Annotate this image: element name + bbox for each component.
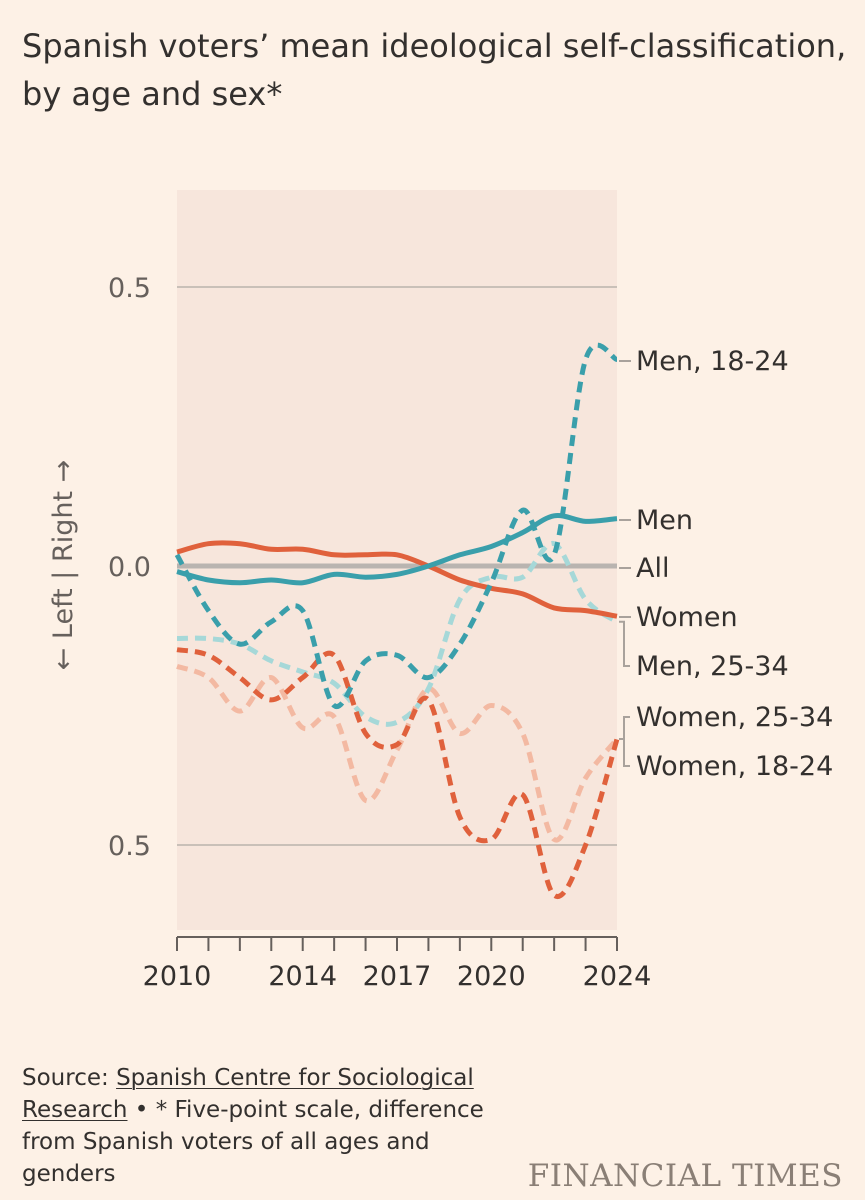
y-tick-label: 0.0: [108, 552, 151, 583]
ft-logo: FINANCIAL TIMES: [527, 1158, 843, 1194]
series-label: Women, 25-34: [636, 702, 833, 733]
y-axis-label: ← Left | Right →: [48, 460, 79, 671]
series-line-women-18-24: [176, 647, 620, 900]
label-bracket: [619, 716, 630, 740]
x-tick-label: 2020: [457, 961, 526, 992]
series-line-women-25-34: [176, 664, 619, 843]
x-tick-label: 2010: [143, 961, 212, 992]
footnote: • * Five-point scale, difference from Sp…: [22, 1097, 484, 1187]
source-link[interactable]: Spanish Centre for Sociological Research: [22, 1065, 474, 1123]
source-note: Source: Spanish Centre for Sociological R…: [22, 1062, 502, 1190]
y-tick-label: 0.5: [108, 273, 151, 304]
x-tick-label: 2024: [583, 961, 652, 992]
label-bracket: [619, 620, 630, 667]
source-prefix: Source:: [22, 1065, 117, 1091]
series-line-men-18-24: [174, 342, 619, 709]
y-tick-label: 0.5: [108, 831, 151, 862]
series-label: Men, 18-24: [636, 346, 789, 377]
x-tick-label: 2014: [268, 961, 337, 992]
chart-title: Spanish voters’ mean ideological self-cl…: [22, 27, 847, 113]
series-label: Women: [636, 602, 738, 633]
series-line-men: [176, 512, 618, 586]
series-line-men-25-34: [176, 541, 619, 727]
series-label: Women, 18-24: [636, 751, 833, 782]
series-label: Men: [636, 505, 693, 536]
label-bracket: [619, 737, 630, 767]
x-tick-label: 2017: [363, 961, 432, 992]
series-label: Men, 25-34: [636, 651, 789, 682]
series-line-women: [176, 540, 618, 619]
series-label: All: [636, 553, 669, 584]
line-chart: 0.5 0.0 0.5 ← Left | Right → 2010 2014 2017 202…: [48, 190, 833, 992]
